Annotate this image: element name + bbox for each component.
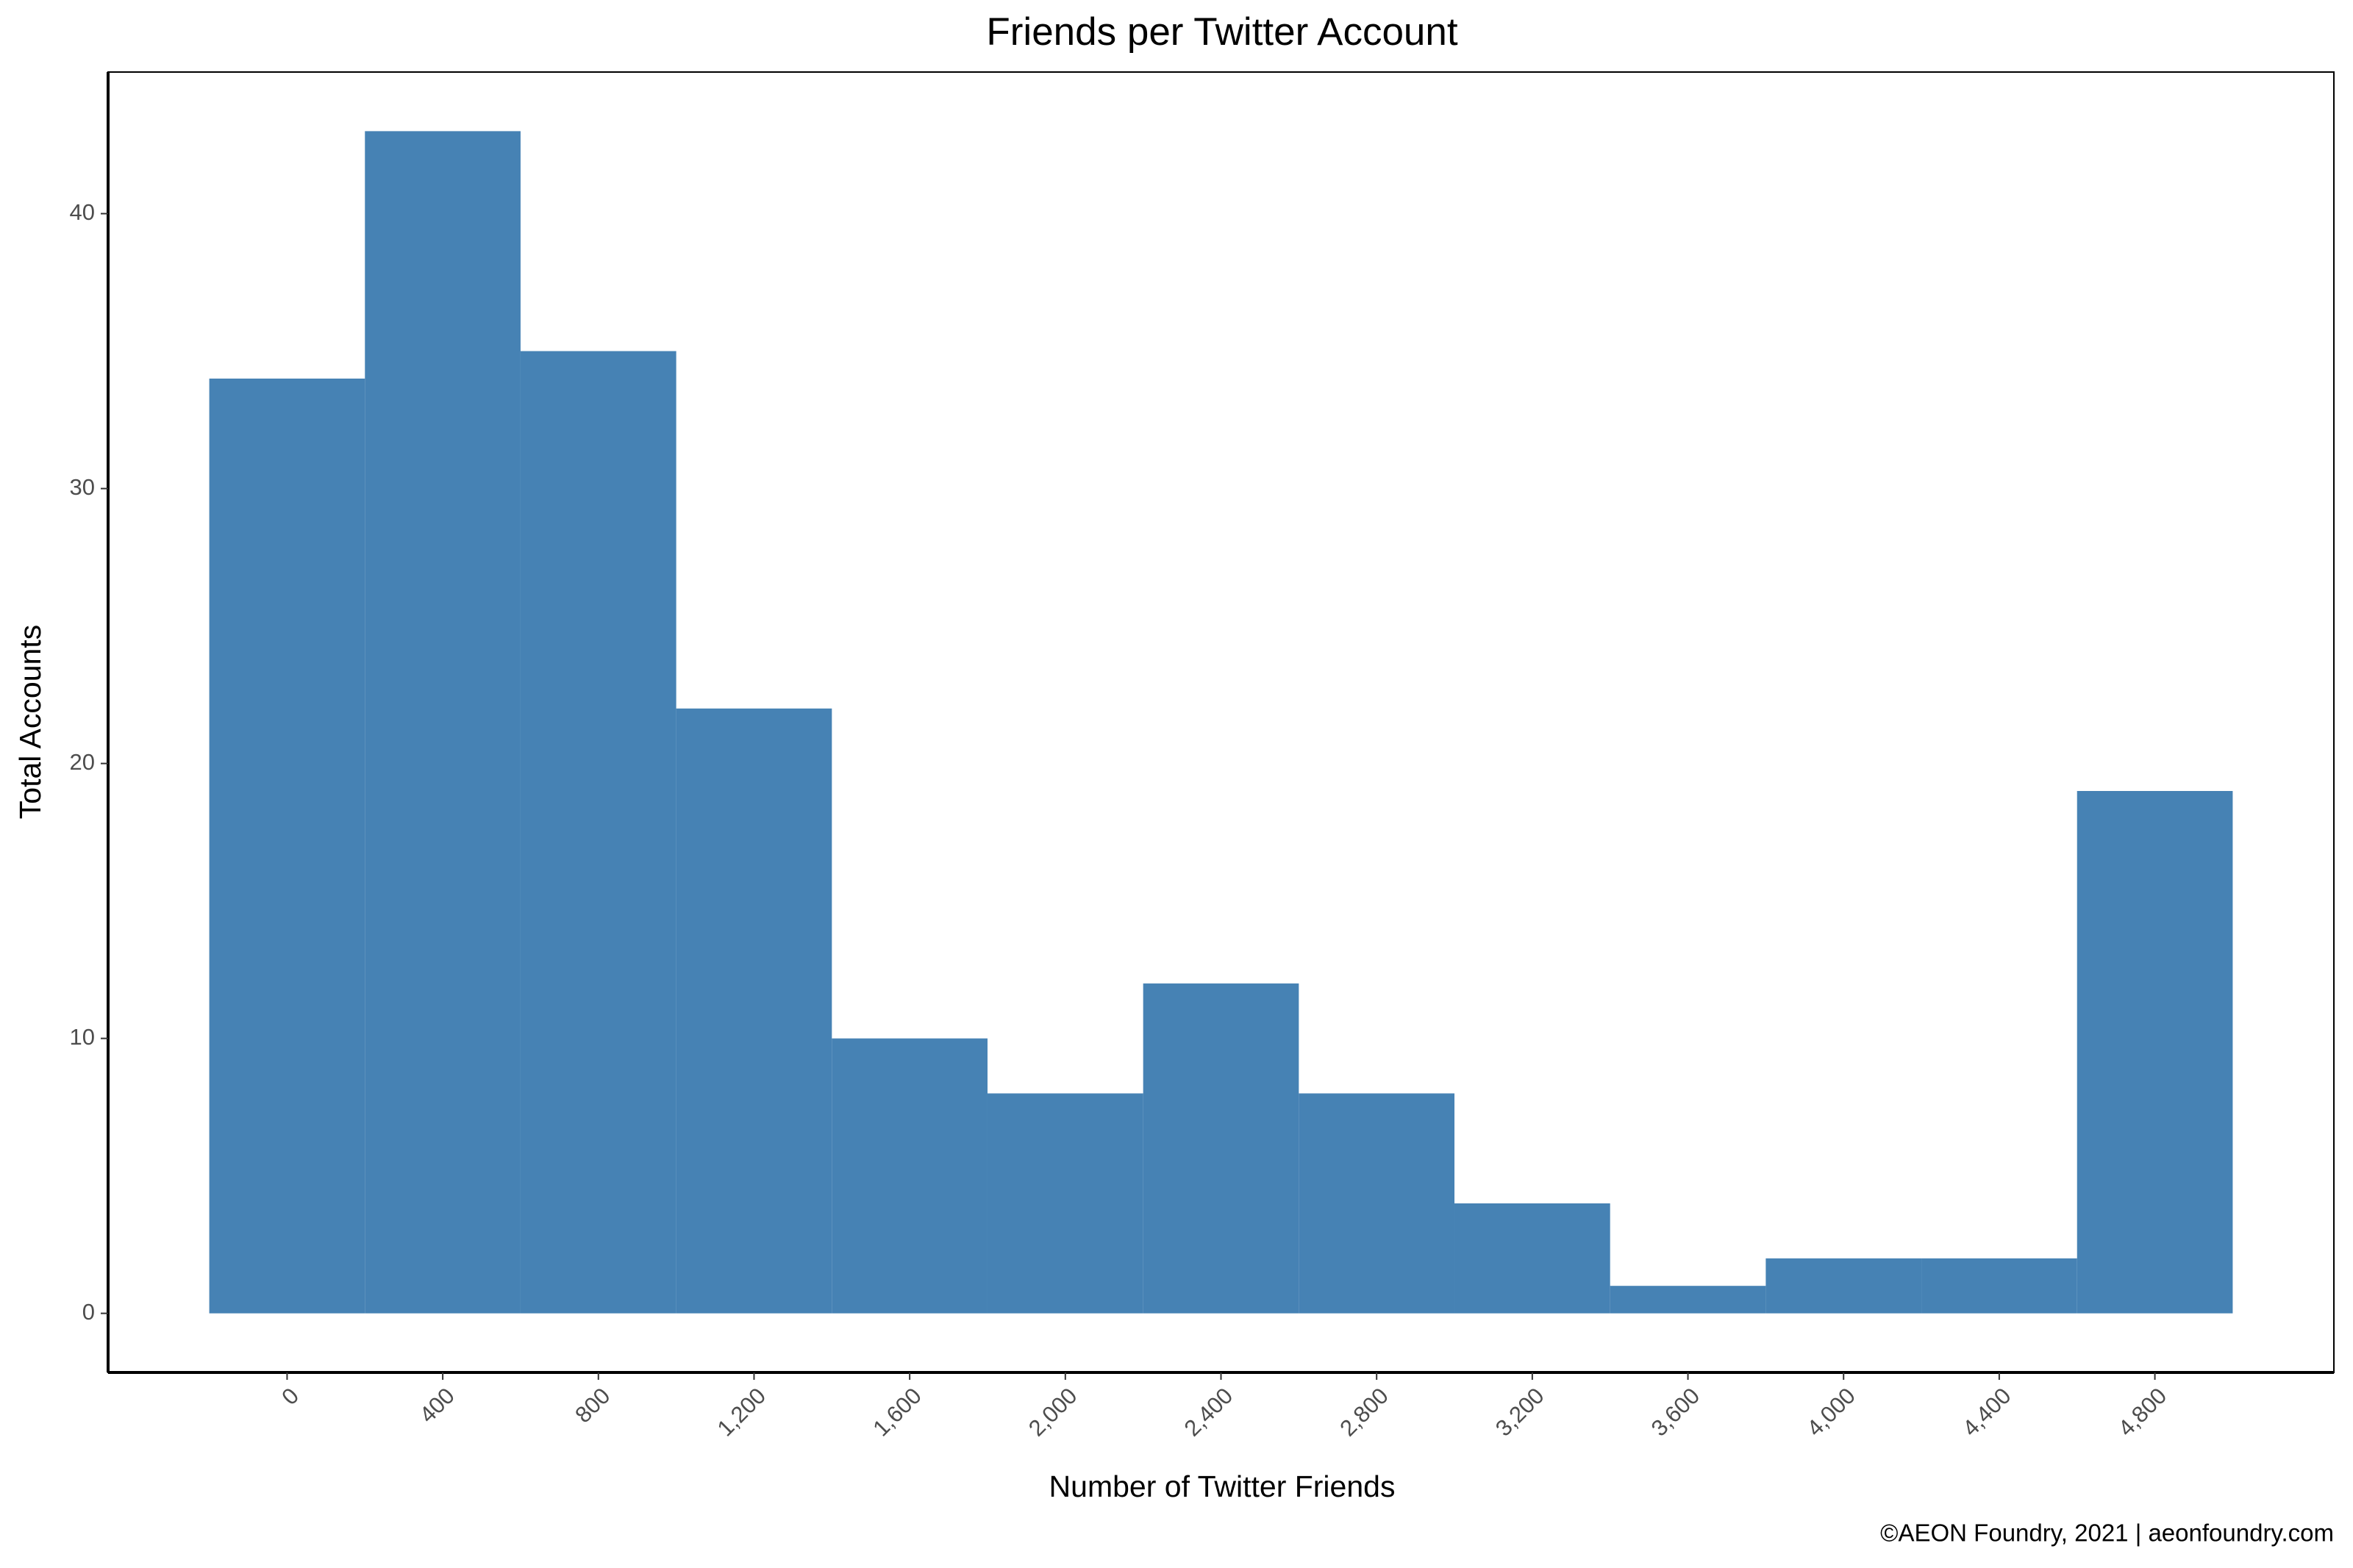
x-tick-label: 400 — [415, 1383, 460, 1428]
x-tick-label: 2,400 — [1179, 1383, 1238, 1442]
bar — [1610, 1286, 1766, 1314]
bar — [520, 351, 676, 1314]
bar — [987, 1093, 1143, 1314]
y-axis-title: Total Accounts — [13, 625, 47, 819]
x-tick-label: 2,000 — [1024, 1383, 1082, 1442]
y-tick-label: 0 — [82, 1299, 95, 1325]
caption: ©AEON Foundry, 2021 | aeonfoundry.com — [1880, 1519, 2334, 1547]
bar — [676, 708, 832, 1314]
bar — [832, 1038, 988, 1314]
bar — [365, 131, 521, 1314]
y-tick-label: 30 — [70, 474, 95, 500]
x-tick-label: 4,000 — [1802, 1383, 1860, 1442]
x-axis-title: Number of Twitter Friends — [1049, 1469, 1396, 1503]
y-tick-label: 10 — [70, 1024, 95, 1050]
x-tick-label: 4,800 — [2113, 1383, 2172, 1442]
chart-title: Friends per Twitter Account — [986, 10, 1457, 54]
y-tick-label: 40 — [70, 199, 95, 225]
bar — [1143, 983, 1299, 1314]
y-tick-label: 20 — [70, 749, 95, 775]
x-tick-label: 4,400 — [1957, 1383, 2016, 1442]
x-tick-label: 800 — [570, 1383, 615, 1428]
bar — [1921, 1258, 2077, 1314]
x-tick-label: 3,200 — [1490, 1383, 1549, 1442]
x-tick-label: 3,600 — [1646, 1383, 1705, 1442]
x-tick-label: 1,600 — [868, 1383, 926, 1442]
x-tick-label: 0 — [276, 1383, 304, 1410]
bar — [1765, 1258, 1922, 1314]
bar — [209, 379, 365, 1314]
bar — [1299, 1093, 1455, 1314]
bar — [1454, 1203, 1610, 1314]
bar — [2077, 790, 2233, 1314]
x-tick-label: 1,200 — [713, 1383, 771, 1442]
x-tick-label: 2,800 — [1335, 1383, 1393, 1442]
